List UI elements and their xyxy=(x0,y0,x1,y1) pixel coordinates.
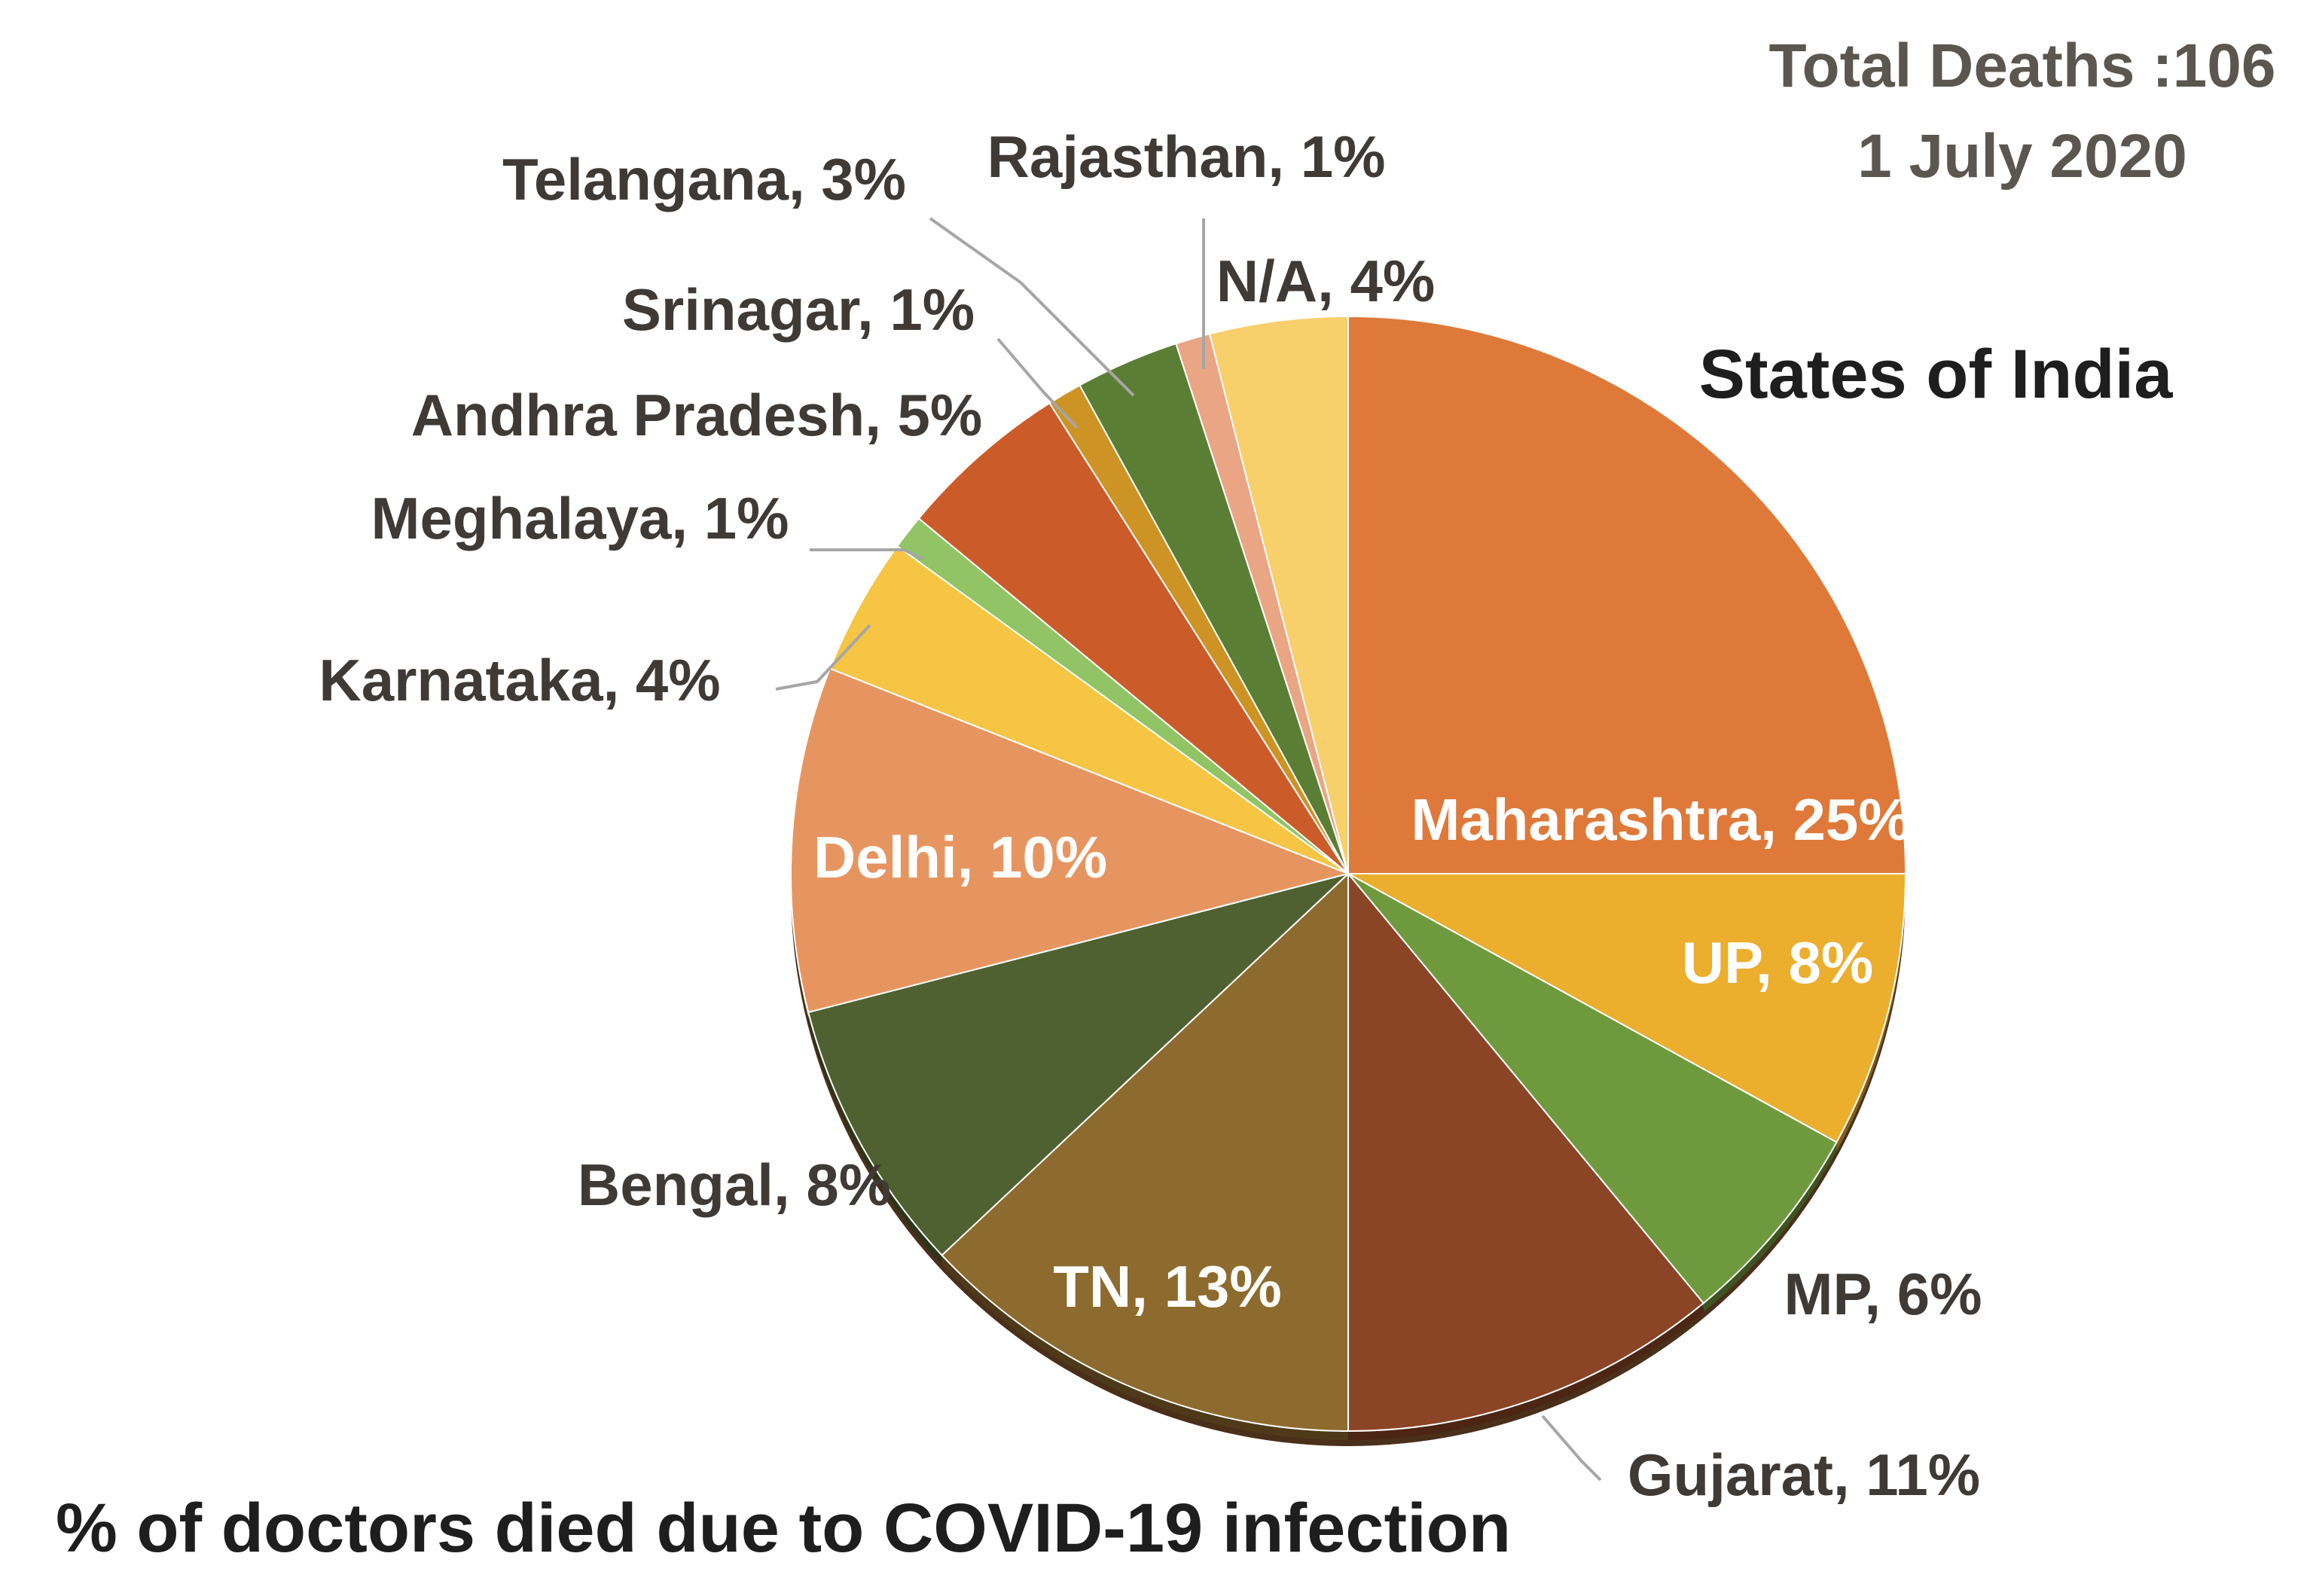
leader-line-meghalaya xyxy=(810,548,923,560)
pie-rim-mp xyxy=(1703,1142,1837,1313)
leader-line-telangana xyxy=(929,217,1135,397)
slice-label-andhra-pradesh: Andhra Pradesh, 5% xyxy=(411,382,983,448)
slice-label-up: UP, 8% xyxy=(1682,929,1873,996)
pie-slice-delhi xyxy=(790,667,1351,1014)
pie-slices xyxy=(790,315,1907,1433)
slice-label-telangana: Telangana, 3% xyxy=(502,146,906,212)
slice-label-delhi: Delhi, 10% xyxy=(813,824,1107,890)
pie-slice-andhra-pradesh xyxy=(917,401,1349,874)
leader-line-srinagar xyxy=(996,337,1079,429)
pie-slice-n-a xyxy=(1208,315,1349,874)
slice-label-gujarat: Gujarat, 11% xyxy=(1628,1442,1980,1508)
pie-slice-up xyxy=(1347,873,1907,1143)
slice-label-karnataka: Karnataka, 4% xyxy=(319,647,720,713)
pie-slice-tn xyxy=(941,871,1349,1433)
leader-line-gujarat xyxy=(1541,1414,1602,1482)
slice-label-tn: TN, 13% xyxy=(1053,1253,1281,1320)
pie-slice-bengal xyxy=(807,873,1349,1256)
slice-label-mp: MP, 6% xyxy=(1784,1261,1982,1327)
slice-label-meghalaya: Meghalaya, 1% xyxy=(371,485,789,551)
pie-slice-mp xyxy=(1347,873,1838,1305)
slice-label-srinagar: Srinagar, 1% xyxy=(622,276,975,343)
leader-line-karnataka xyxy=(775,624,871,691)
total-deaths-annotation: Total Deaths :106 xyxy=(1769,32,2276,100)
date-annotation: 1 July 2020 xyxy=(1857,122,2187,191)
slice-label-rajasthan: Rajasthan, 1% xyxy=(987,124,1386,190)
slice-labels: Maharashtra, 25% UP, 8% MP, 6% Gujarat, 11%… xyxy=(319,124,1982,1508)
slice-label-bengal: Bengal, 8% xyxy=(578,1152,891,1218)
pie-depth-shadow xyxy=(791,874,1906,1446)
leader-lines xyxy=(775,217,1602,1482)
pie-slice-maharashtra xyxy=(1347,315,1907,874)
chart-subtitle: % of doctors died due to COVID-19 infect… xyxy=(56,1490,1511,1567)
pie-slice-gujarat xyxy=(1347,871,1705,1433)
chart-title: States of India xyxy=(1699,336,2174,413)
slice-label-maharashtra: Maharashtra, 25% xyxy=(1411,786,1910,853)
slice-label-n-a: N/A, 4% xyxy=(1216,248,1435,314)
